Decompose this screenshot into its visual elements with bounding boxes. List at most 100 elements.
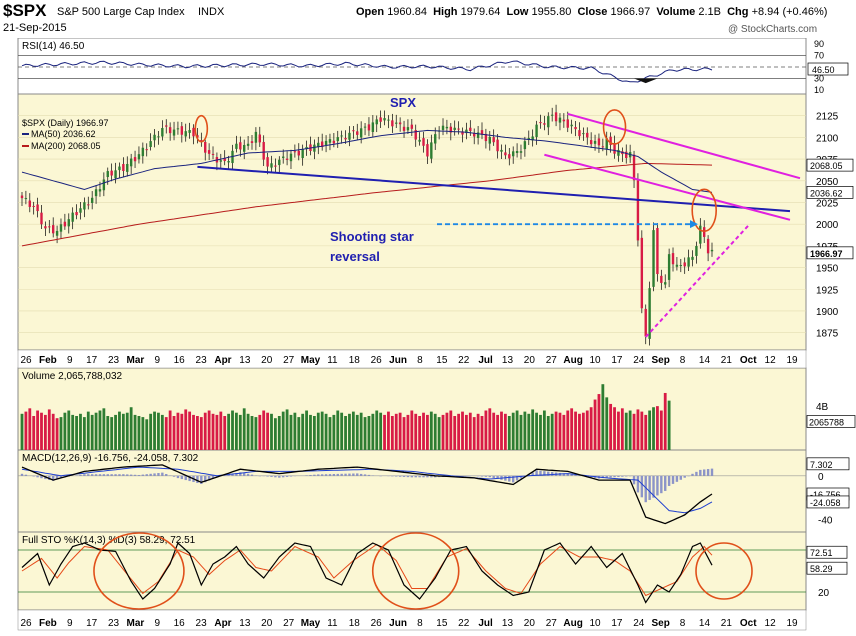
volume-bar: [593, 399, 597, 450]
price-candle: [430, 142, 433, 159]
x-axis-label-bottom: May: [301, 618, 321, 629]
volume-bar: [379, 412, 383, 450]
price-candle: [137, 154, 141, 160]
price-candle: [285, 158, 289, 160]
volume-bar: [659, 410, 663, 450]
price-candle: [660, 275, 663, 283]
x-axis-label: 26: [371, 355, 383, 366]
macd-histogram-bar: [274, 475, 277, 478]
volume-bar: [305, 410, 308, 450]
price-candle: [578, 130, 581, 137]
rsi-line: [21, 60, 713, 83]
volume-bar: [168, 410, 172, 450]
volume-bar: [457, 413, 461, 450]
price-tick-label: 1950: [816, 264, 839, 275]
price-candle: [344, 137, 347, 140]
volume-value-tag: [806, 415, 856, 428]
x-axis-label: 27: [546, 355, 558, 366]
macd-histogram-bar: [691, 473, 694, 476]
volume-bar: [550, 413, 554, 450]
price-candle: [586, 132, 589, 138]
price-value-tag-label: 2068.05: [810, 161, 843, 171]
macd-histogram-bar: [367, 474, 371, 476]
volume-bar: [515, 410, 519, 450]
price-candle: [356, 131, 359, 135]
volume-bar: [90, 414, 94, 450]
price-candle: [617, 149, 620, 156]
ma200-legend-swatch: [22, 145, 29, 147]
price-candle: [363, 126, 367, 128]
volume-bar: [445, 412, 449, 450]
price-candle: [165, 125, 168, 127]
macd-histogram-bar: [324, 474, 328, 476]
macd-histogram-bar: [398, 475, 402, 477]
volume-bar: [51, 413, 55, 450]
volume-bar: [145, 419, 149, 450]
x-axis-label-bottom: Jul: [478, 618, 493, 629]
sto-value-tag: [806, 561, 848, 575]
price-candle: [667, 254, 671, 280]
sto-highlight-circle: [695, 542, 753, 600]
volume-bar: [523, 411, 527, 450]
macd-histogram-bar: [87, 474, 90, 476]
volume-bar: [492, 412, 496, 450]
macd-histogram-bar: [601, 475, 605, 479]
macd-histogram-bar: [531, 472, 534, 476]
price-candle: [157, 136, 160, 138]
macd-histogram-bar: [149, 473, 152, 476]
volume-bar: [75, 416, 78, 450]
price-candle: [51, 225, 55, 234]
volume-bar: [394, 413, 398, 450]
price-candle: [75, 212, 78, 216]
price-candle: [126, 163, 129, 172]
price-candle: [106, 171, 109, 178]
macd-histogram-bar: [83, 474, 86, 476]
macd-histogram-bar: [98, 474, 102, 476]
volume-bar: [79, 413, 82, 450]
macd-histogram-bar: [570, 474, 573, 476]
macd-histogram-bar: [492, 475, 495, 479]
macd-histogram-bar: [652, 475, 655, 498]
price-candle: [679, 265, 683, 267]
x-axis-label: 11: [327, 355, 338, 366]
price-tick-label: 2100: [816, 133, 839, 144]
macd-value-tag: [806, 457, 850, 471]
price-candle: [293, 151, 297, 153]
macd-histogram-bar: [617, 475, 620, 477]
price-candle: [550, 114, 554, 116]
macd-histogram-bar: [165, 474, 168, 476]
macd-histogram-bar: [258, 475, 261, 477]
price-candle: [543, 123, 546, 125]
macd-histogram-bar: [426, 475, 429, 478]
volume-bar: [231, 410, 234, 450]
macd-histogram-bar: [266, 475, 269, 477]
price-candle: [258, 134, 261, 143]
price-candle: [554, 112, 558, 122]
macd-histogram-bar: [703, 469, 706, 476]
macd-histogram-bar: [114, 474, 117, 476]
price-candle: [184, 131, 187, 137]
x-axis-label-bottom: 18: [349, 618, 361, 629]
price-candle: [79, 208, 82, 213]
macd-histogram-bar: [184, 475, 187, 481]
volume-title: Volume 2,065,788,032: [22, 371, 123, 382]
price-candle: [289, 153, 293, 162]
x-axis-label-bottom: 13: [502, 618, 514, 629]
x-axis-label: Apr: [214, 355, 231, 366]
price-tick-label: 2125: [816, 112, 839, 123]
volume-bar: [94, 412, 98, 450]
macd-histogram-bar: [153, 473, 156, 476]
volume-bar: [297, 417, 301, 450]
macd-histogram-bar: [406, 475, 410, 478]
volume-bar: [406, 414, 410, 450]
volume-bar: [648, 410, 652, 450]
price-tick-label: 1900: [816, 307, 839, 318]
price-candle: [508, 154, 511, 159]
price-candle: [566, 119, 569, 128]
volume-bar: [125, 412, 129, 450]
macd-histogram-bar: [176, 475, 180, 479]
x-axis-label: 13: [239, 355, 251, 366]
volume-bar: [129, 407, 133, 450]
price-candle: [367, 124, 371, 131]
volume-bar: [324, 413, 328, 450]
